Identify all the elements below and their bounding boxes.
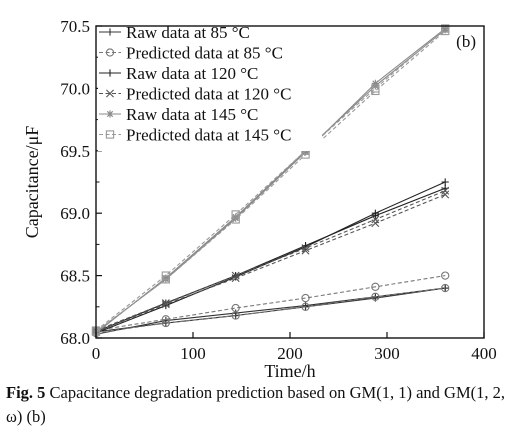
series-line-predicted-data-at-145-c-2 bbox=[95, 30, 446, 333]
data-point-predicted-data-at-120-c-1-4 bbox=[371, 219, 380, 228]
y-axis-label: Capacitance/μF bbox=[22, 126, 42, 239]
data-point-predicted-data-at-120-c-2-5 bbox=[441, 186, 450, 195]
x-tick-label-100: 100 bbox=[180, 344, 206, 363]
x-tick-label-300: 300 bbox=[374, 344, 400, 363]
legend-label-predicted-data-at-120-c: Predicted data at 120 °C bbox=[126, 85, 291, 104]
legend-marker-predicted-data-at-85-c bbox=[105, 48, 115, 57]
data-point-predicted-data-at-120-c-2-3 bbox=[301, 244, 310, 253]
series-predicted-data-at-85-c bbox=[91, 271, 450, 338]
series-line-predicted-data-at-145-c-1 bbox=[95, 28, 446, 331]
y-tick-label-68.0: 68.0 bbox=[60, 329, 90, 348]
legend-label-raw-data-at-85-c: Raw data at 85 °C bbox=[126, 23, 250, 42]
x-tick-label-400: 400 bbox=[471, 344, 497, 363]
panel-label: (b) bbox=[456, 32, 476, 51]
data-point-predicted-data-at-85-c-2-4 bbox=[371, 292, 380, 301]
series-line-predicted-data-at-120-c-2 bbox=[95, 190, 446, 332]
series-line-predicted-data-at-120-c-1 bbox=[95, 193, 446, 333]
data-point-raw-data-at-145-c-2-5 bbox=[441, 26, 449, 34]
legend-marker-predicted-data-at-145-c bbox=[105, 130, 115, 139]
data-point-raw-data-at-120-c-2-5 bbox=[441, 178, 449, 186]
data-point-predicted-data-at-85-c-2-2 bbox=[231, 311, 240, 320]
chart-axes: 0 100 200 300 400 68.0 68.5 69.0 69.5 70.0 70.5 bbox=[60, 17, 497, 363]
data-point-predicted-data-at-120-c-1-1 bbox=[161, 300, 170, 309]
data-point-raw-data-at-145-c-2-2 bbox=[232, 213, 240, 221]
data-point-predicted-data-at-120-c-2-4 bbox=[371, 215, 380, 224]
series-line-predicted-data-at-85-c-1 bbox=[95, 275, 446, 332]
figure-caption: Fig. 5 Capacitance degradation predictio… bbox=[6, 381, 514, 429]
series-raw-data-at-120-c bbox=[92, 178, 449, 337]
caption-text: Capacitance degradation prediction based… bbox=[6, 383, 505, 426]
data-point-predicted-data-at-85-c-2-3 bbox=[301, 302, 310, 311]
legend-entry-raw-data-at-85-c: Raw data at 85 °C bbox=[99, 23, 250, 42]
legend-marker-raw-data-at-85-c bbox=[106, 28, 114, 36]
legend-label-predicted-data-at-145-c: Predicted data at 145 °C bbox=[126, 126, 291, 145]
y-tick-label-70.5: 70.5 bbox=[60, 17, 90, 36]
data-point-predicted-data-at-85-c-1-5 bbox=[441, 271, 450, 280]
x-axis-label: Time/h bbox=[264, 361, 315, 380]
data-point-predicted-data-at-145-c-2-4 bbox=[371, 86, 380, 96]
legend-marker-raw-data-at-120-c bbox=[106, 69, 114, 77]
caption-figure-label: Fig. 5 bbox=[6, 383, 46, 402]
data-point-predicted-data-at-85-c-1-4 bbox=[371, 282, 380, 291]
legend-label-predicted-data-at-85-c: Predicted data at 85 °C bbox=[126, 44, 283, 63]
legend: Raw data at 85 °C Predicted data at 85 °C… bbox=[98, 23, 322, 151]
data-point-predicted-data-at-85-c-2-1 bbox=[161, 318, 170, 328]
data-point-predicted-data-at-85-c-1-1 bbox=[161, 315, 170, 324]
legend-entry-raw-data-at-120-c: Raw data at 120 °C bbox=[99, 64, 258, 83]
y-tick-label-69.0: 69.0 bbox=[60, 204, 90, 223]
data-point-predicted-data-at-120-c-2-2 bbox=[231, 271, 240, 280]
data-point-raw-data-at-145-c-2-4 bbox=[371, 82, 379, 90]
legend-entry-raw-data-at-145-c: Raw data at 145 °C bbox=[99, 105, 258, 124]
legend-label-raw-data-at-120-c: Raw data at 120 °C bbox=[126, 64, 258, 83]
data-point-predicted-data-at-145-c-2-2 bbox=[231, 215, 240, 224]
legend-label-raw-data-at-145-c: Raw data at 145 °C bbox=[126, 105, 258, 124]
legend-marker-raw-data-at-145-c bbox=[106, 110, 114, 118]
y-tick-label-70.0: 70.0 bbox=[60, 79, 90, 98]
data-point-predicted-data-at-120-c-2-1 bbox=[161, 299, 170, 308]
data-point-predicted-data-at-145-c-1-2 bbox=[231, 210, 240, 219]
x-tick-label-200: 200 bbox=[277, 344, 303, 363]
y-tick-label-68.5: 68.5 bbox=[60, 267, 90, 286]
data-point-predicted-data-at-85-c-1-3 bbox=[301, 293, 310, 303]
legend-entry-predicted-data-at-120-c: Predicted data at 120 °C bbox=[99, 85, 291, 104]
capacitance-chart: 0 100 200 300 400 68.0 68.5 69.0 69.5 70.0 70.5 (b… bbox=[22, 17, 497, 380]
y-tick-label-69.5: 69.5 bbox=[60, 142, 90, 161]
x-tick-label-0: 0 bbox=[92, 344, 101, 363]
data-point-predicted-data-at-145-c-2-5 bbox=[441, 26, 450, 36]
data-point-predicted-data-at-85-c-2-5 bbox=[441, 283, 450, 293]
data-point-raw-data-at-145-c-2-1 bbox=[162, 274, 170, 282]
series-line-raw-data-at-145-c-2 bbox=[95, 29, 446, 334]
series-line-predicted-data-at-85-c-2 bbox=[95, 287, 446, 334]
legend-background bbox=[98, 27, 322, 151]
series-line-raw-data-at-120-c-1 bbox=[95, 187, 446, 333]
data-point-predicted-data-at-120-c-1-3 bbox=[301, 246, 310, 255]
legend-entry-predicted-data-at-85-c: Predicted data at 85 °C bbox=[99, 44, 283, 63]
data-point-predicted-data-at-145-c-2-1 bbox=[161, 275, 170, 284]
data-point-predicted-data-at-120-c-1-2 bbox=[231, 274, 240, 283]
legend-entry-predicted-data-at-145-c: Predicted data at 145 °C bbox=[99, 126, 291, 145]
data-point-raw-data-at-120-c-2-4 bbox=[371, 209, 379, 217]
legend-marker-predicted-data-at-120-c bbox=[106, 89, 114, 98]
series-line-raw-data-at-120-c-2 bbox=[95, 181, 446, 334]
